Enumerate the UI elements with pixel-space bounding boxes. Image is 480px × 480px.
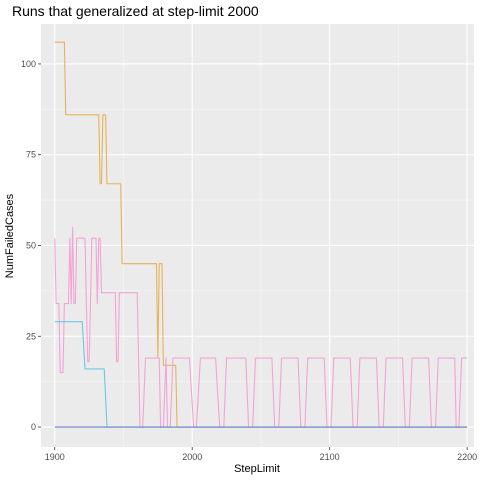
y-axis-title: NumFailedCases [4,193,16,278]
minor-gridlines [41,24,474,447]
x-axis: 1900 2000 2100 2200 [45,447,477,462]
x-tick-label: 1900 [45,452,65,462]
series-line-1 [54,41,468,428]
chart-title: Runs that generalized at step-limit 2000 [12,3,259,19]
y-tick-label: 50 [26,240,36,250]
y-axis: 0 25 50 75 100 [21,59,41,432]
y-tick-label: 0 [31,422,36,432]
series-layer [54,41,468,428]
y-tick-label: 100 [21,59,36,69]
x-axis-title: StepLimit [234,463,280,475]
series-line-2 [54,226,468,428]
x-tick-label: 2200 [457,452,477,462]
plot-panel [41,24,474,447]
x-tick-label: 2100 [320,452,340,462]
y-tick-label: 25 [26,331,36,341]
x-tick-label: 2000 [182,452,202,462]
y-tick-label: 75 [26,150,36,160]
